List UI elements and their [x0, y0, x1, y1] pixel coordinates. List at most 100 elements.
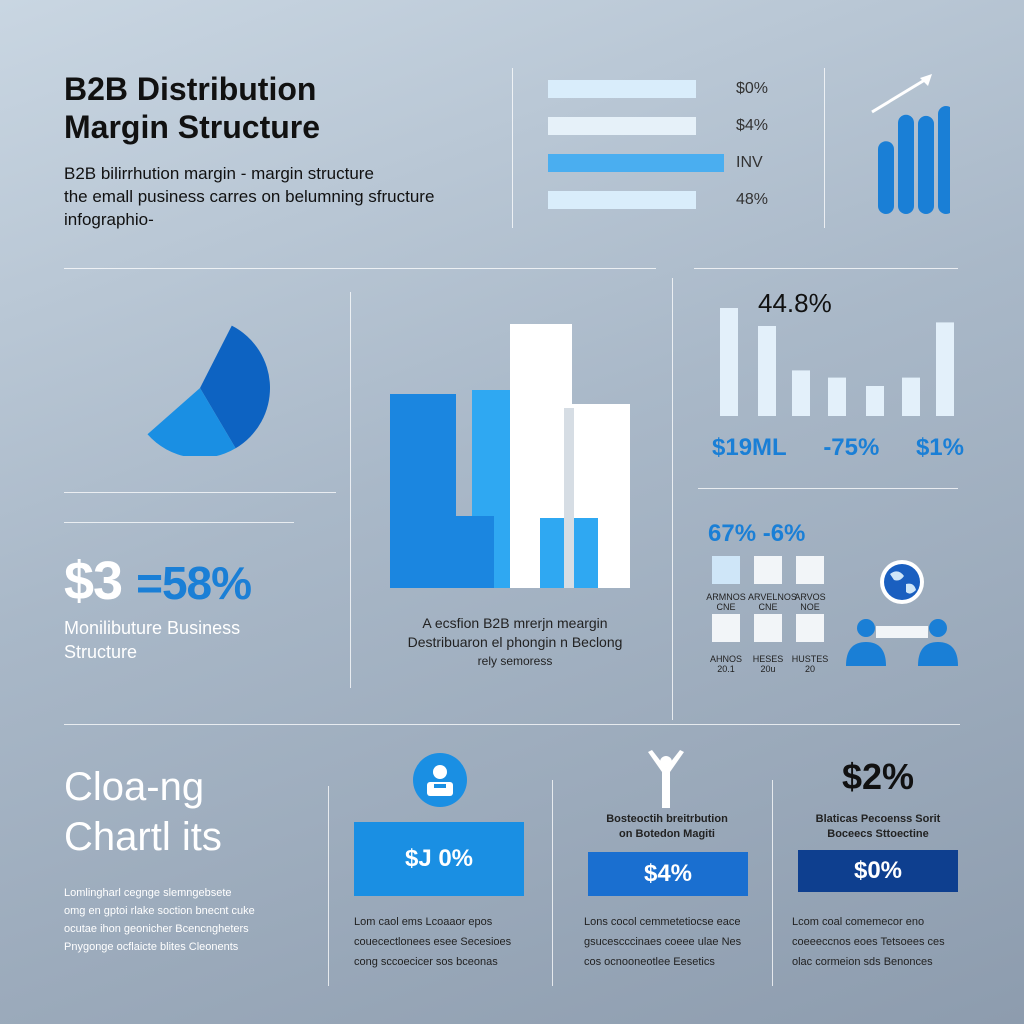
big-value-percent: =58%	[136, 557, 252, 609]
trend-bar-chart	[878, 106, 950, 214]
top-bar-label: $0%	[736, 80, 769, 97]
center-bar	[564, 408, 574, 588]
caption-line: on Botedon Magiti	[619, 828, 715, 840]
title-line: Chartl its	[64, 815, 222, 859]
right-bar	[866, 386, 884, 416]
text-line: olac cormeion sds Benonces	[792, 956, 933, 968]
text-line: ocutae ihon geonicher Bcencngheters	[64, 923, 249, 935]
text-line: cong sccoecicer sos bceonas	[354, 956, 498, 968]
grid-tile	[796, 556, 824, 584]
top-bar-label: $4%	[736, 117, 769, 134]
pie-chart	[147, 325, 270, 456]
right-chart-label: -75%	[823, 434, 880, 461]
right-chart-top-label: 44.8%	[758, 288, 832, 318]
divider	[772, 780, 773, 986]
right-bar-chart	[720, 308, 954, 416]
divider	[824, 68, 825, 228]
value-box: $0%	[798, 850, 958, 892]
header-description: B2B bilirrhution margin - margin structu…	[64, 162, 434, 231]
text-line: Lom caol ems Lcoaaor epos	[354, 916, 493, 928]
caption-line: Structure	[64, 642, 138, 662]
text-line: Lomlingharl cegnge slemngebsete	[64, 887, 232, 899]
right-bar	[792, 370, 810, 416]
caption-line: rely semoress	[477, 654, 553, 668]
title-line: Margin Structure	[64, 109, 321, 145]
caption-line: Destribuaron el phongin n Beclong	[407, 634, 623, 650]
top-bar-chart: $0% $4% INV 48%	[548, 80, 788, 216]
people-meeting-icon	[846, 619, 958, 666]
big-value-amount: $3	[64, 551, 123, 611]
globe-icon	[880, 560, 924, 604]
text-line: coeeeccnos eoes Tetsoees ces	[792, 936, 945, 948]
divider	[672, 278, 673, 720]
grid-tile-label: ARVELNOS CNE	[748, 592, 797, 612]
title-line: B2B Distribution	[64, 71, 317, 107]
right-chart-label: $1%	[915, 434, 964, 461]
big-value: $3 =58%	[64, 550, 252, 612]
value-box: $4%	[588, 852, 748, 896]
top-bar-label: INV	[736, 154, 763, 171]
caption-line: Monilibuture Business	[64, 618, 241, 638]
center-bar-chart	[390, 324, 630, 588]
top-bar	[548, 191, 696, 209]
user-badge-icon	[413, 753, 467, 807]
pie-slice	[200, 325, 270, 449]
description-line: the emall pusiness carres on belumning s…	[64, 187, 435, 206]
column-headline: $2%	[841, 756, 915, 797]
caption-line: Boceecs Sttoectine	[827, 828, 929, 840]
description-line: infographio-	[64, 210, 154, 229]
trend-bar	[878, 141, 894, 214]
caption-line: Bosteoctih breitrbution	[606, 813, 728, 825]
grid-tile	[796, 614, 824, 642]
trend-bar	[938, 106, 950, 214]
right-bar	[828, 377, 846, 416]
text-line: Lons cocol cemmetetiocse eace	[584, 916, 741, 928]
text-line: Pnygonge ocflaicte blites Cleonents	[64, 941, 239, 953]
grid-tile-label: ARMNOS CNE	[706, 592, 746, 612]
text-line: Lcom coal comemecor eno	[792, 916, 925, 928]
trend-bar	[918, 115, 934, 214]
trend-arrow-icon	[871, 74, 932, 114]
trend-bar	[898, 114, 914, 214]
center-bar	[390, 394, 456, 588]
page-title: B2B Distribution Margin Structure	[64, 70, 320, 146]
divider	[512, 68, 513, 228]
divider	[694, 268, 958, 269]
caption-line: A ecsfion B2B mrerjn meargin	[422, 615, 608, 631]
top-bar	[548, 117, 696, 135]
column-text: Lcom coal comemecor eno coeeeccnos eoes …	[792, 912, 945, 972]
right-bar	[720, 308, 738, 416]
divider	[328, 786, 329, 986]
column-caption: Bosteoctih breitrbution on Botedon Magit…	[582, 812, 752, 842]
divider	[698, 488, 958, 489]
grid-tile-label: ARVOS NOE	[794, 592, 826, 612]
right-bar	[758, 326, 776, 416]
right-bar	[936, 322, 954, 416]
center-bar	[454, 516, 494, 588]
right-chart-labels: $19ML -75% $1%	[712, 434, 964, 462]
text-line: gsucescccinaes coeee ulae Nes	[584, 936, 742, 948]
grid-tile-label: HUSTES 20	[791, 654, 829, 674]
divider	[350, 292, 351, 688]
grid-tile	[754, 614, 782, 642]
pie-slice	[147, 388, 236, 456]
column-caption: Blaticas Pecoenss Sorit Boceecs Sttoecti…	[794, 812, 962, 842]
description-line: B2B bilirrhution margin - margin structu…	[64, 164, 374, 183]
right-chart-label: $19ML	[712, 434, 787, 461]
grid-tile-label: HESES 20u	[752, 654, 784, 674]
top-bar	[548, 154, 724, 172]
grid-tile	[712, 614, 740, 642]
divider	[64, 492, 336, 493]
right-bar	[902, 377, 920, 416]
grid-tile	[712, 556, 740, 584]
person-arms-up-icon	[648, 750, 684, 808]
divider	[64, 522, 294, 523]
value-box: $J 0%	[354, 822, 524, 896]
divider	[64, 724, 960, 725]
text-line: cos ocnooneotlee Eesetics	[584, 956, 715, 968]
bottom-left-text: Lomlingharl cegnge slemngebsete omg en g…	[64, 884, 255, 956]
divider	[552, 780, 553, 986]
grid-tile	[754, 556, 782, 584]
top-bar	[548, 80, 696, 98]
chart-caption: A ecsfion B2B mrerjn meargin Destribuaro…	[380, 614, 650, 671]
